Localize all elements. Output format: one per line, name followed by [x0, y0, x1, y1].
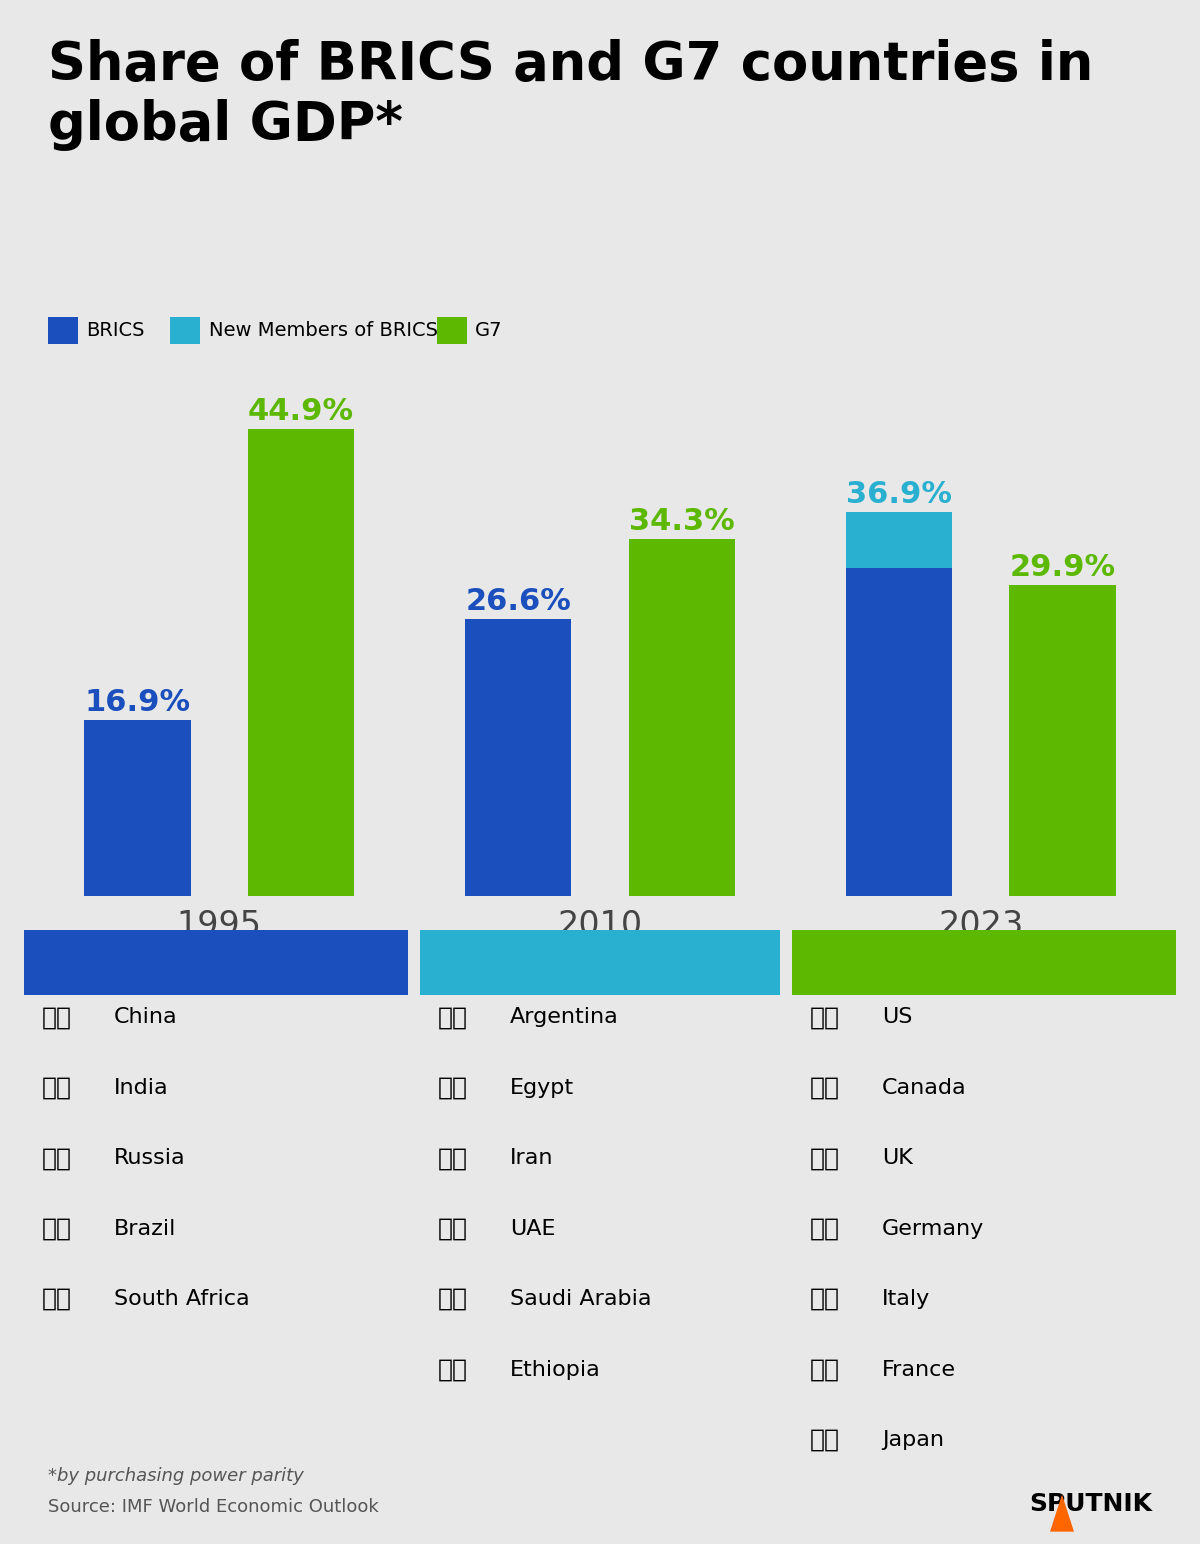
Text: Argentina: Argentina	[510, 1007, 619, 1027]
Text: G7: G7	[475, 321, 503, 340]
Text: Egypt: Egypt	[510, 1078, 574, 1098]
Text: 🇺🇸: 🇺🇸	[810, 1005, 840, 1030]
Bar	[846, 513, 952, 568]
Bar	[84, 720, 191, 896]
Text: BRICS: BRICS	[86, 321, 145, 340]
Text: Saudi Arabia: Saudi Arabia	[510, 1289, 652, 1309]
Bar	[629, 539, 736, 896]
Text: 26.6%: 26.6%	[466, 587, 571, 616]
Text: Brazil: Brazil	[114, 1218, 176, 1238]
Text: 🇯🇵: 🇯🇵	[810, 1428, 840, 1451]
Bar	[464, 619, 571, 896]
Text: 36.9%: 36.9%	[846, 480, 952, 510]
Bar	[248, 429, 354, 896]
Text: New Members of BRICS: New Members of BRICS	[209, 321, 438, 340]
Text: 🇦🇷: 🇦🇷	[438, 1005, 468, 1030]
Text: Canada: Canada	[882, 1078, 967, 1098]
Bar	[846, 568, 952, 896]
Text: 🇸🇦: 🇸🇦	[438, 1288, 468, 1311]
Text: China: China	[114, 1007, 178, 1027]
Text: 🇮🇹: 🇮🇹	[810, 1288, 840, 1311]
Text: Japan: Japan	[882, 1430, 944, 1450]
Text: Iran: Iran	[510, 1149, 553, 1169]
Text: 🇷🇺: 🇷🇺	[42, 1146, 72, 1170]
Text: 34.3%: 34.3%	[629, 506, 734, 536]
Text: 🇫🇷: 🇫🇷	[810, 1357, 840, 1382]
Text: 🇧🇷: 🇧🇷	[42, 1217, 72, 1241]
FancyBboxPatch shape	[420, 929, 780, 994]
Text: 29.9%: 29.9%	[1009, 553, 1116, 582]
Text: 16.9%: 16.9%	[84, 687, 191, 716]
Text: Italy: Italy	[882, 1289, 930, 1309]
Text: 🇩🇪: 🇩🇪	[810, 1217, 840, 1241]
FancyBboxPatch shape	[792, 929, 1176, 994]
Text: 44.9%: 44.9%	[248, 397, 354, 426]
Text: 🇪🇹: 🇪🇹	[438, 1357, 468, 1382]
Text: 🇨🇦: 🇨🇦	[810, 1076, 840, 1099]
Text: France: France	[882, 1360, 956, 1379]
Text: South Africa: South Africa	[114, 1289, 250, 1309]
Text: BRICS: BRICS	[176, 951, 256, 974]
Text: New Members of BRICS: New Members of BRICS	[444, 951, 756, 974]
Text: 🇪🇬: 🇪🇬	[438, 1076, 468, 1099]
Text: US: US	[882, 1007, 912, 1027]
Text: India: India	[114, 1078, 169, 1098]
Bar	[1009, 585, 1116, 896]
Text: Share of BRICS and G7 countries in
global GDP*: Share of BRICS and G7 countries in globa…	[48, 39, 1093, 151]
Text: 🇬🇧: 🇬🇧	[810, 1146, 840, 1170]
Text: UK: UK	[882, 1149, 913, 1169]
Text: Russia: Russia	[114, 1149, 186, 1169]
FancyBboxPatch shape	[24, 929, 408, 994]
Text: 🇮🇳: 🇮🇳	[42, 1076, 72, 1099]
Text: 🇿🇦: 🇿🇦	[42, 1288, 72, 1311]
Text: *by purchasing power parity: *by purchasing power parity	[48, 1467, 304, 1485]
Text: UAE: UAE	[510, 1218, 556, 1238]
Text: Ethiopia: Ethiopia	[510, 1360, 601, 1379]
Text: Source: IMF World Economic Outlook: Source: IMF World Economic Outlook	[48, 1498, 379, 1516]
Text: SPUTNIK: SPUTNIK	[1030, 1492, 1152, 1516]
Text: Germany: Germany	[882, 1218, 984, 1238]
Text: G7: G7	[966, 951, 1002, 974]
Text: 🇨🇳: 🇨🇳	[42, 1005, 72, 1030]
Text: 🇦🇪: 🇦🇪	[438, 1217, 468, 1241]
Text: 🇮🇷: 🇮🇷	[438, 1146, 468, 1170]
